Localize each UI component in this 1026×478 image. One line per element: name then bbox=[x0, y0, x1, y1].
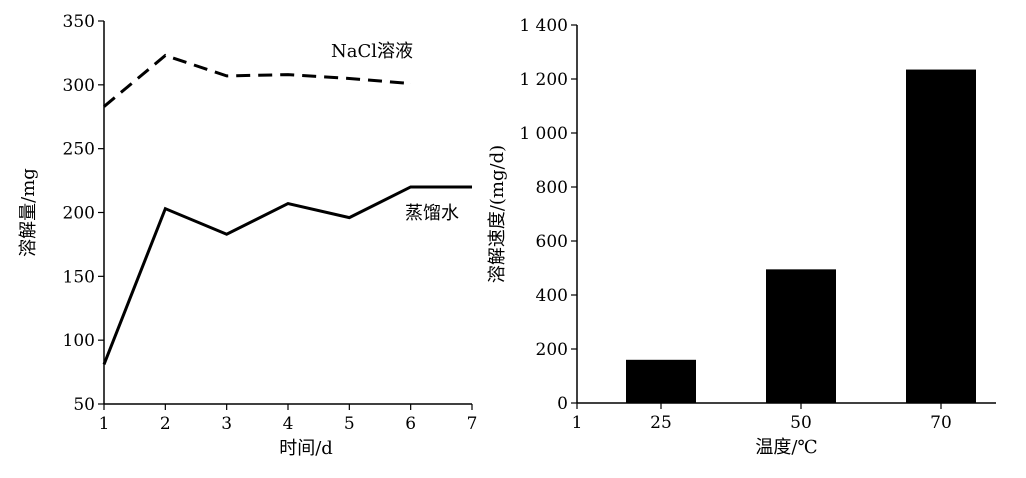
left-line-chart: 50 100 150 200 250 300 350 1 2 3 4 5 6 7 时间/d 溶解量/mg NaC… bbox=[18, 12, 477, 459]
left-x-axis-title: 时间/d bbox=[279, 438, 333, 459]
right-y-tick-label: 1 200 bbox=[519, 70, 568, 90]
right-x-tick-label: 70 bbox=[930, 413, 952, 433]
right-y-tick-label: 0 bbox=[557, 394, 568, 414]
right-y-tick-label: 800 bbox=[536, 178, 568, 198]
right-y-tick-label: 600 bbox=[536, 232, 568, 252]
right-bar-chart: 0 200 400 600 800 1 000 1 200 1 400 1 25 50 70 温度/℃ 溶… bbox=[487, 16, 996, 458]
left-x-tick-label: 2 bbox=[160, 414, 171, 434]
left-y-tick-label: 350 bbox=[63, 12, 95, 32]
right-y-tick-label: 400 bbox=[536, 286, 568, 306]
left-y-tick-label: 100 bbox=[63, 331, 95, 351]
left-x-tick-label: 3 bbox=[221, 414, 232, 434]
right-y-tick-label: 1 000 bbox=[519, 124, 568, 144]
left-x-tick-label: 4 bbox=[283, 414, 294, 434]
series-label-water: 蒸馏水 bbox=[405, 203, 459, 224]
right-y-tick-label: 1 400 bbox=[519, 16, 568, 36]
left-y-tick-label: 250 bbox=[63, 140, 95, 160]
bar-25 bbox=[626, 359, 696, 403]
right-y-tick-label: 200 bbox=[536, 340, 568, 360]
right-y-axis-title: 溶解速度/(mg/d) bbox=[487, 145, 508, 283]
right-x-tick-label: 50 bbox=[790, 413, 812, 433]
left-x-tick-label: 6 bbox=[405, 414, 416, 434]
right-x-axis-title: 温度/℃ bbox=[755, 437, 817, 458]
left-y-tick-label: 200 bbox=[63, 204, 95, 224]
right-x-tick-label: 25 bbox=[650, 413, 672, 433]
left-y-tick-label: 50 bbox=[73, 395, 95, 415]
series-nacl-line bbox=[103, 53, 411, 108]
left-y-tick-label: 300 bbox=[63, 76, 95, 96]
left-x-tick-label: 5 bbox=[344, 414, 355, 434]
left-x-tick-label: 1 bbox=[99, 414, 110, 434]
series-label-nacl: NaCl溶液 bbox=[331, 41, 413, 62]
right-x-tick-label: 1 bbox=[572, 413, 583, 433]
bar-70 bbox=[906, 69, 976, 404]
bar-50 bbox=[766, 269, 836, 403]
left-x-tick-label: 7 bbox=[467, 414, 478, 434]
left-y-axis-title: 溶解量/mg bbox=[18, 168, 39, 257]
left-y-tick-label: 150 bbox=[63, 267, 95, 287]
